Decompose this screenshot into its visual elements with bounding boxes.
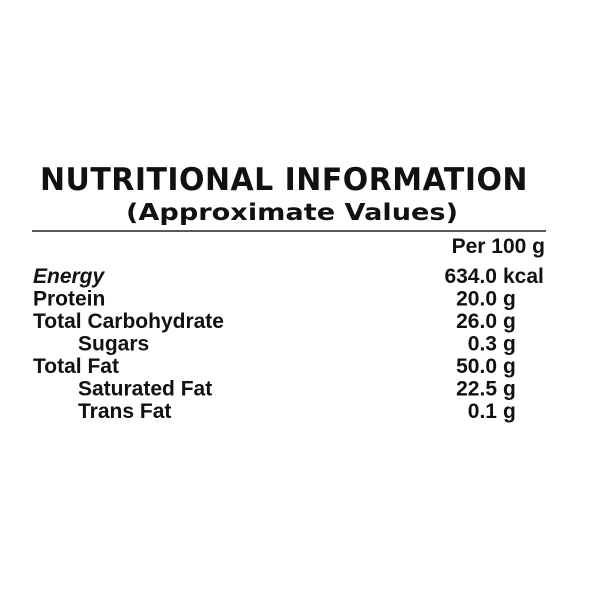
nutrient-unit: g (503, 400, 516, 423)
nutrient-name: Energy (33, 265, 106, 288)
nutrient-value: 0.1 (468, 400, 498, 423)
column-header: Per 100 g (452, 235, 545, 258)
nutrient-value: 50.0 (456, 355, 497, 378)
nutrient-value: 20.0 (456, 288, 497, 311)
nutrient-unit: g (503, 355, 516, 378)
nutrient-name: Total Carbohydrate (33, 310, 224, 333)
nutrient-value: 0.3 (468, 333, 497, 356)
nutrient-unit: kcal (503, 265, 544, 288)
nutrient-name: Sugars (78, 333, 149, 356)
nutrient-unit: g (503, 288, 516, 311)
nutrient-unit: g (503, 310, 516, 333)
nutrient-name: Trans Fat (78, 400, 171, 423)
label-title: NUTRITIONAL INFORMATION (40, 162, 528, 198)
nutrient-unit: g (503, 333, 516, 356)
nutrient-value: 634.0 (444, 265, 497, 288)
nutrient-name: Saturated Fat (78, 378, 212, 401)
nutrient-name: Total Fat (33, 355, 119, 378)
nutrient-value: 22.5 (456, 378, 497, 401)
nutrient-name: Protein (33, 288, 105, 311)
label-subtitle: (Approximate Values) (126, 200, 458, 226)
nutrient-value: 26.0 (456, 310, 497, 333)
nutrient-unit: g (503, 378, 516, 401)
